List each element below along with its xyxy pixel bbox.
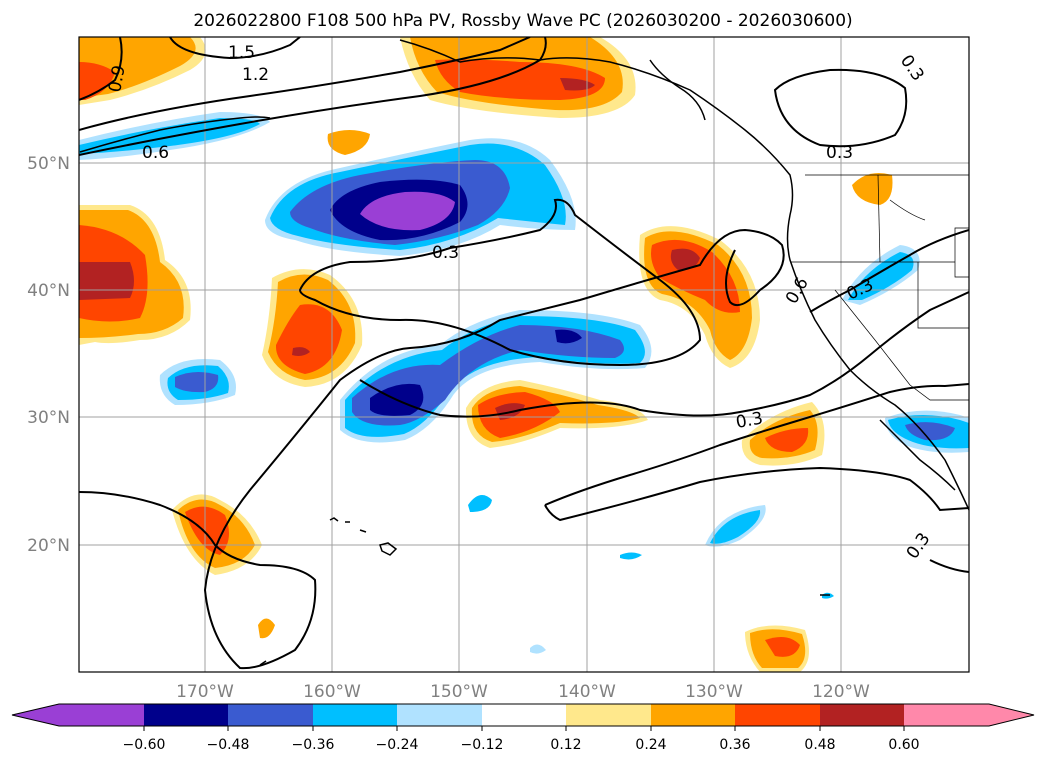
colorbar: −0.60 −0.48 −0.36 −0.24 −0.12 0.12 0.24 … (11, 703, 1035, 753)
colorbar-bin (820, 704, 904, 726)
colorbar-bin (904, 704, 989, 726)
lon-label: 120°W (812, 682, 870, 702)
contour-label: 0.3 (432, 243, 459, 263)
lat-label: 30°N (27, 408, 70, 428)
map-frame (78, 36, 970, 673)
positive-anomaly (465, 380, 648, 448)
lon-label: 170°W (176, 682, 234, 702)
lon-label: 130°W (685, 682, 743, 702)
positive-anomaly (745, 625, 809, 672)
colorbar-outline (11, 703, 1035, 727)
positive-anomaly (262, 269, 363, 387)
contour-label: 0.3 (734, 409, 764, 433)
figure-title: 2026022800 F108 500 hPa PV, Rossby Wave … (193, 11, 852, 31)
colorbar-bin (397, 704, 482, 726)
lat-label: 20°N (27, 536, 70, 556)
colorbar-bin (482, 704, 566, 726)
graticule (79, 37, 969, 672)
lat-label: 50°N (27, 154, 70, 174)
contour-label: 0.9 (105, 64, 129, 94)
colorbar-bin (59, 704, 144, 726)
lon-label: 140°W (558, 682, 616, 702)
colorbar-bin (566, 704, 651, 726)
lon-label: 160°W (303, 682, 361, 702)
map-panel (78, 36, 970, 673)
longitude-labels: 170°W 160°W 150°W 140°W 130°W 120°W (176, 682, 870, 702)
colorbar-tick-label: 0.12 (550, 737, 581, 753)
negative-anomaly (885, 410, 969, 453)
colorbar-tick-label: −0.48 (207, 737, 250, 753)
political-borders (790, 174, 969, 401)
colorbar-tick-label: −0.24 (376, 737, 419, 753)
colorbar-tick-label: 0.24 (635, 737, 666, 753)
colorbar-tick-label: −0.36 (292, 737, 335, 753)
colorbar-over (989, 704, 1034, 726)
contour-label: 1.2 (242, 65, 269, 85)
positive-anomaly (79, 37, 206, 105)
colorbar-bin (313, 704, 397, 726)
positive-anomaly (639, 226, 760, 368)
pv-contours (79, 37, 969, 670)
colorbar-tick-label: 0.36 (719, 737, 750, 753)
colorbar-tick-label: 0.48 (804, 737, 835, 753)
lon-label: 150°W (430, 682, 488, 702)
positive-anomaly (172, 494, 262, 575)
negative-anomaly (265, 138, 576, 256)
colorbar-tick-label: −0.12 (461, 737, 504, 753)
colorbar-tick-label: 0.60 (888, 737, 919, 753)
colorbar-under (12, 704, 59, 726)
colorbar-bin (651, 704, 735, 726)
colorbar-bin (228, 704, 313, 726)
lat-label: 40°N (27, 281, 70, 301)
negative-anomaly (159, 359, 236, 405)
contour-label: 0.6 (142, 143, 169, 163)
contour-label: 1.5 (228, 43, 255, 63)
colorbar-bin (144, 704, 228, 726)
contour-label: 0.3 (826, 143, 853, 163)
latitude-labels: 50°N 40°N 30°N 20°N (27, 154, 70, 556)
colorbar-bin (735, 704, 820, 726)
positive-anomaly (741, 402, 825, 466)
colorbar-tick-label: −0.60 (123, 737, 166, 753)
